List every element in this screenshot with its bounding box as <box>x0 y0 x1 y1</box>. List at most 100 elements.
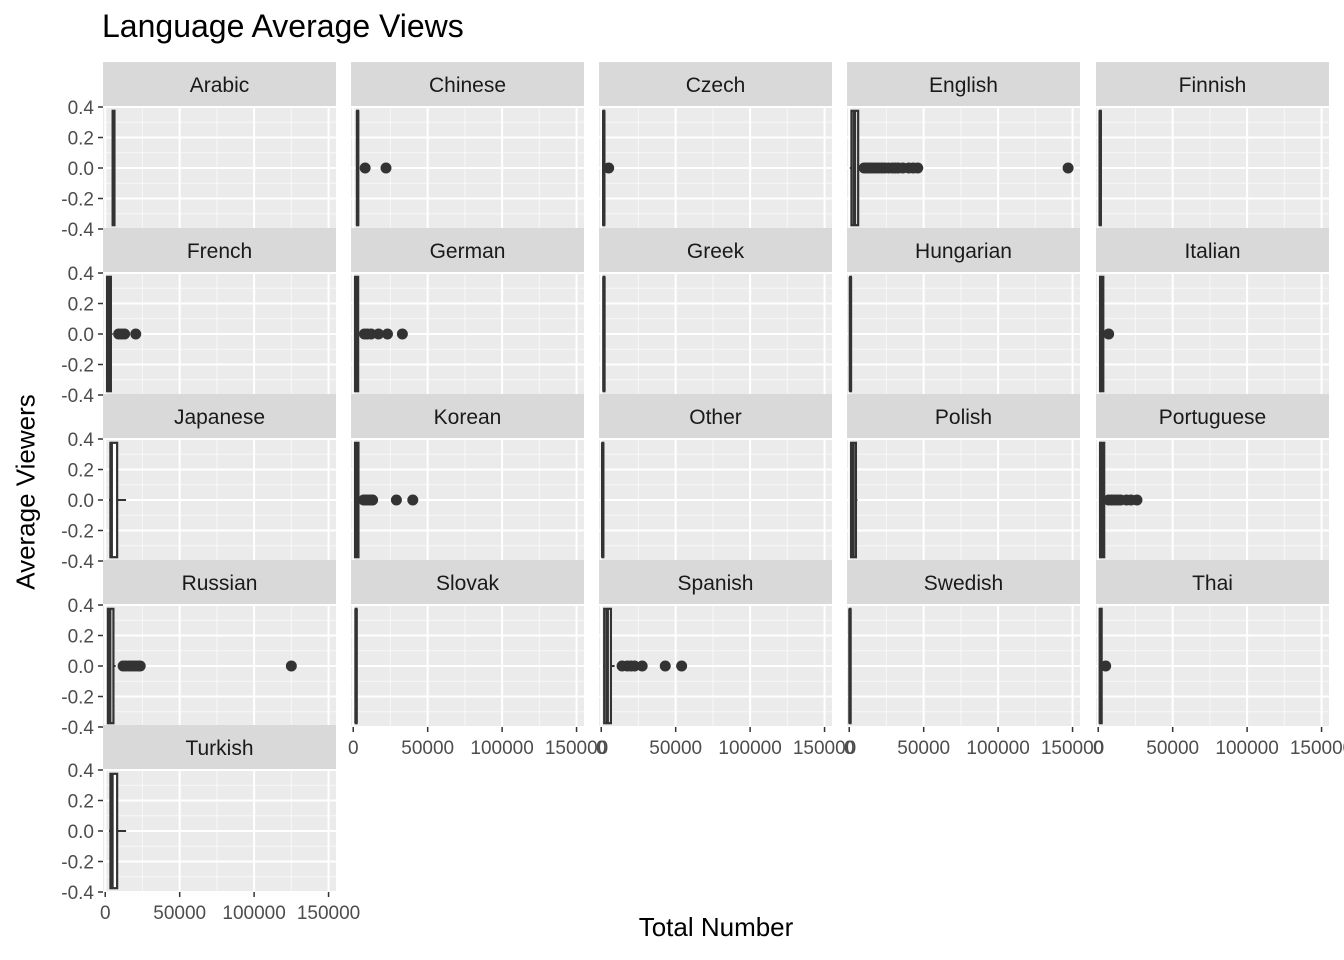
facet-label: German <box>430 240 506 263</box>
outlier-point <box>134 660 146 672</box>
facet-strip <box>103 228 336 273</box>
facet-panel: Arabic 0.4 0.2 0.0 -0.2 -0.4 <box>61 62 336 241</box>
y-tick-label: -0.2 <box>61 190 94 211</box>
x-tick-label: 0 <box>596 738 607 759</box>
outlier-point <box>407 494 419 506</box>
facet-label: French <box>187 240 252 263</box>
facet-label: Slovak <box>436 572 500 595</box>
facet-panel: Portuguese <box>1096 394 1329 562</box>
x-tick-label: 0 <box>1093 738 1104 759</box>
outlier-point <box>396 328 408 340</box>
x-tick-label: 150000 <box>297 903 360 924</box>
facet-strip <box>103 62 336 107</box>
x-tick-label: 150000 <box>545 738 608 759</box>
y-tick-label: -0.2 <box>61 853 94 874</box>
facet-label: Polish <box>935 406 992 429</box>
facet-strip <box>1096 228 1329 273</box>
y-tick-label: 0.4 <box>68 430 95 451</box>
outlier-point <box>390 494 402 506</box>
x-tick-label: 0 <box>844 738 855 759</box>
outlier-point <box>130 328 142 340</box>
y-tick-label: 0.2 <box>68 461 94 482</box>
x-tick-label: 150000 <box>1290 738 1344 759</box>
outlier-point <box>1103 328 1115 340</box>
x-tick-label: 50000 <box>1146 738 1199 759</box>
facet-panel: English <box>847 62 1080 230</box>
outlier-point <box>119 328 131 340</box>
facet-label: Swedish <box>924 572 1003 595</box>
facet-strip <box>103 394 336 439</box>
facet-label: Thai <box>1192 572 1233 595</box>
x-tick-label: 50000 <box>649 738 702 759</box>
facet-strip <box>1096 394 1329 439</box>
outlier-point <box>380 162 392 174</box>
facet-strip <box>351 560 584 605</box>
chart-title: Language Average Views <box>102 8 464 44</box>
facet-panel: Slovak 0 50000 100000 150000 <box>348 560 608 759</box>
facet-strip <box>103 560 336 605</box>
outlier-point <box>636 660 648 672</box>
x-tick-label: 0 <box>100 903 111 924</box>
x-tick-label: 0 <box>348 738 359 759</box>
facet-strip <box>599 394 832 439</box>
facet-label: Spanish <box>678 572 754 595</box>
facet-panel: Czech <box>599 62 832 230</box>
y-tick-label: 0.4 <box>68 761 95 782</box>
facet-label: Chinese <box>429 74 506 97</box>
facet-strip <box>599 228 832 273</box>
y-tick-label: -0.4 <box>61 552 94 573</box>
outlier-point <box>359 162 371 174</box>
x-tick-label: 50000 <box>897 738 950 759</box>
facet-strip <box>351 228 584 273</box>
outlier-point <box>1131 494 1143 506</box>
facet-label: Korean <box>434 406 502 429</box>
facet-label: English <box>929 74 998 97</box>
y-tick-label: 0.0 <box>68 657 94 678</box>
y-tick-label: 0.0 <box>68 822 94 843</box>
facet-label: Greek <box>687 240 745 263</box>
y-tick-label: -0.2 <box>61 522 94 543</box>
facet-strip <box>847 560 1080 605</box>
y-tick-label: 0.0 <box>68 325 94 346</box>
outlier-point <box>367 494 379 506</box>
facet-panel: German <box>351 228 584 396</box>
x-tick-label: 150000 <box>1041 738 1104 759</box>
x-tick-label: 100000 <box>718 738 781 759</box>
facet-strip <box>847 228 1080 273</box>
y-axis-title: Average Viewers <box>10 394 41 590</box>
y-tick-label: 0.2 <box>68 129 94 150</box>
x-tick-label: 100000 <box>966 738 1029 759</box>
facet-panel: Hungarian <box>847 228 1080 396</box>
facet-label: Czech <box>686 74 746 97</box>
y-tick-label: 0.2 <box>68 627 94 648</box>
facet-label: Arabic <box>190 74 250 97</box>
outlier-point <box>659 660 671 672</box>
facet-panel: Finnish <box>1096 62 1329 230</box>
facet-strip <box>847 394 1080 439</box>
facet-strip <box>1096 62 1329 107</box>
facet-label: Italian <box>1184 240 1240 263</box>
facet-panel: Korean <box>351 394 584 562</box>
y-tick-label: -0.4 <box>61 883 94 904</box>
y-tick-label: -0.4 <box>61 220 94 241</box>
facet-panel: Chinese <box>351 62 584 230</box>
x-tick-label: 100000 <box>222 903 285 924</box>
facet-strip <box>599 560 832 605</box>
x-tick-label: 50000 <box>401 738 454 759</box>
y-tick-label: 0.4 <box>68 264 95 285</box>
facet-panel: Thai 0 50000 100000 150000 <box>1093 560 1344 759</box>
y-tick-label: 0.2 <box>68 792 94 813</box>
facet-panel: Other <box>599 394 832 562</box>
facet-label: Japanese <box>174 406 265 429</box>
facet-strip <box>351 62 584 107</box>
x-tick-label: 100000 <box>1215 738 1278 759</box>
x-tick-label: 50000 <box>153 903 206 924</box>
outlier-point <box>381 328 393 340</box>
outlier-point <box>373 328 385 340</box>
outlier-point <box>912 162 924 174</box>
facet-panel: Russian 0.4 0.2 0.0 -0.2 -0.4 <box>61 560 336 739</box>
y-tick-label: 0.4 <box>68 98 95 119</box>
y-tick-label: 0.0 <box>68 491 94 512</box>
y-tick-label: -0.2 <box>61 688 94 709</box>
